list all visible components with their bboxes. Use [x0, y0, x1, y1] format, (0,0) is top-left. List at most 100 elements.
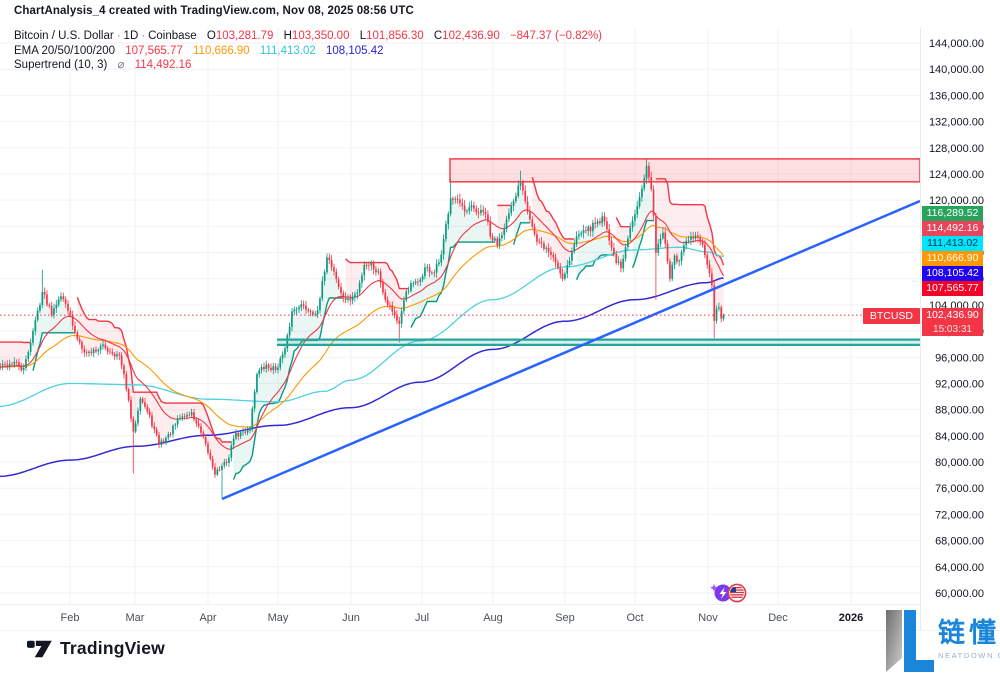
- price-label-badge: 116,289.52: [922, 206, 983, 221]
- supertrend-label: Supertrend (10, 3): [14, 59, 108, 71]
- economic-event-icons[interactable]: [710, 583, 747, 603]
- ema200-line: [0, 277, 724, 478]
- grid-lines: [0, 28, 1000, 631]
- close-prefix: C: [433, 30, 443, 42]
- month-tick-label: 2026: [839, 612, 863, 624]
- price-tick-label: 136,000.00: [929, 90, 984, 102]
- supertrend-legend-row[interactable]: Supertrend (10, 3) ⌀ 114,492.16: [14, 58, 602, 73]
- tradingview-logo[interactable]: TradingView: [27, 638, 165, 659]
- chart-legend: Bitcoin / U.S. Dollar · 1D · Coinbase O103,2…: [14, 29, 602, 73]
- month-tick-label: Nov: [698, 612, 718, 624]
- neatdown-watermark: 链懂 NEATDOWN.COM: [882, 606, 1000, 678]
- price-label-badge: 110,666.90: [922, 251, 983, 266]
- resistance-zone[interactable]: [450, 158, 920, 182]
- price-tick-label: 60,000.00: [935, 588, 984, 600]
- price-tick-label: 96,000.00: [935, 352, 984, 364]
- last-price-value: 102,436.90: [926, 309, 979, 321]
- supertrend-fill: [632, 166, 654, 268]
- supertrend-line: [0, 341, 31, 344]
- open-prefix: O: [206, 30, 216, 42]
- ema-legend-row[interactable]: EMA 20/50/100/200 107,565.77 110,666.90 …: [14, 44, 602, 59]
- supertrend-fill: [33, 292, 75, 371]
- price-tick-label: 72,000.00: [935, 509, 984, 521]
- time-axis[interactable]: Feb Mar Apr May Jun Jul Aug Sep Oct Nov Dec 2026: [61, 612, 864, 624]
- last-price-badge: 102,436.90 15:03:31: [922, 308, 983, 336]
- resistance-zone-border[interactable]: [449, 158, 920, 183]
- price-label-badge: 107,565.77: [922, 281, 983, 296]
- month-tick-label: Jul: [415, 612, 429, 624]
- symbol-legend-row[interactable]: Bitcoin / U.S. Dollar · 1D · Coinbase O103,2…: [14, 30, 603, 42]
- neatdown-logo-icon: 链懂 NEATDOWN.COM: [886, 610, 1000, 672]
- supertrend-line: [531, 177, 575, 240]
- ema-label: EMA 20/50/100/200: [14, 44, 116, 57]
- price-tick-label: 84,000.00: [935, 431, 984, 443]
- ema20-value: 107,565.77: [125, 44, 183, 57]
- price-label-badge: 111,413.02: [922, 236, 983, 251]
- tradingview-wordmark: TradingView: [60, 638, 165, 658]
- price-label-badge: 108,105.42: [922, 266, 983, 281]
- symbol-price-flag: BTCUSD: [862, 308, 920, 324]
- average-symbol: ⌀: [117, 59, 125, 71]
- low-value: 101,856.30: [366, 30, 424, 42]
- supertrend-fill: [655, 178, 724, 321]
- supertrend-line: [410, 241, 495, 328]
- change-value: −847.37 (−0.82%): [509, 30, 603, 42]
- price-tick-label: 120,000.00: [929, 195, 984, 207]
- month-tick-label: Sep: [555, 612, 575, 624]
- lightning-bolt-glyph: [719, 587, 727, 599]
- price-label-badge: 114,492.16: [922, 221, 983, 236]
- ema100-line: [0, 246, 724, 407]
- neatdown-brand-sub: NEATDOWN.COM: [938, 651, 1000, 660]
- supertrend-line: [76, 297, 232, 443]
- supertrend-fill: [77, 297, 232, 475]
- supertrend-line: [655, 178, 725, 266]
- plot-area[interactable]: [0, 158, 920, 501]
- page-title: ChartAnalysis_4 created with TradingView…: [14, 5, 414, 17]
- month-tick-label: Mar: [126, 612, 145, 624]
- symbol-name: Bitcoin / U.S. Dollar: [14, 30, 114, 42]
- tradingview-mark-icon: [27, 640, 52, 657]
- ema200-value: 108,105.42: [325, 44, 384, 57]
- supertrend-fill: [616, 217, 631, 269]
- event-us-flag-icon: [727, 583, 747, 603]
- supertrend-value: 114,492.16: [134, 59, 192, 71]
- supertrend-line: [512, 222, 530, 245]
- close-value: 102,436.90: [442, 30, 500, 42]
- ascending-trendline[interactable]: [221, 199, 920, 501]
- high-prefix: H: [283, 30, 292, 42]
- price-tick-label: 76,000.00: [935, 483, 984, 495]
- low-prefix: L: [359, 30, 367, 42]
- support-zone-fill: [277, 339, 920, 345]
- month-tick-label: Apr: [199, 612, 216, 624]
- down-candle-wicks: [0, 162, 722, 478]
- sparkle-icon: [710, 584, 718, 592]
- month-tick-label: Feb: [61, 612, 80, 624]
- high-value: 103,350.00: [291, 30, 350, 42]
- supertrend-fill: [345, 258, 409, 324]
- price-tick-label: 124,000.00: [929, 169, 984, 181]
- price-tick-label: 88,000.00: [935, 405, 984, 417]
- exchange-label: Coinbase: [148, 30, 197, 42]
- supertrend-fill: [410, 198, 495, 328]
- month-tick-label: Oct: [626, 612, 643, 624]
- interval-label[interactable]: 1D: [123, 30, 139, 42]
- supertrend-fill: [513, 182, 530, 245]
- supertrend-fill: [233, 257, 344, 480]
- supertrend-line: [615, 217, 631, 228]
- ema50-value: 110,666.90: [193, 44, 250, 57]
- month-tick-label: May: [268, 612, 289, 624]
- month-tick-label: Aug: [483, 612, 503, 624]
- symbol-flag-text: BTCUSD: [869, 310, 913, 322]
- supertrend-fill: [532, 177, 575, 279]
- ema100-value: 111,413.02: [259, 44, 316, 57]
- price-tick-label: 80,000.00: [935, 457, 984, 469]
- price-tick-label: 132,000.00: [929, 117, 984, 129]
- price-tick-label: 144,000.00: [929, 38, 984, 50]
- open-value: 103,281.79: [215, 30, 274, 42]
- supertrend-line: [631, 219, 654, 268]
- month-tick-label: Jun: [342, 612, 360, 624]
- price-tick-label: 64,000.00: [935, 562, 984, 574]
- price-tick-label: 68,000.00: [935, 536, 984, 548]
